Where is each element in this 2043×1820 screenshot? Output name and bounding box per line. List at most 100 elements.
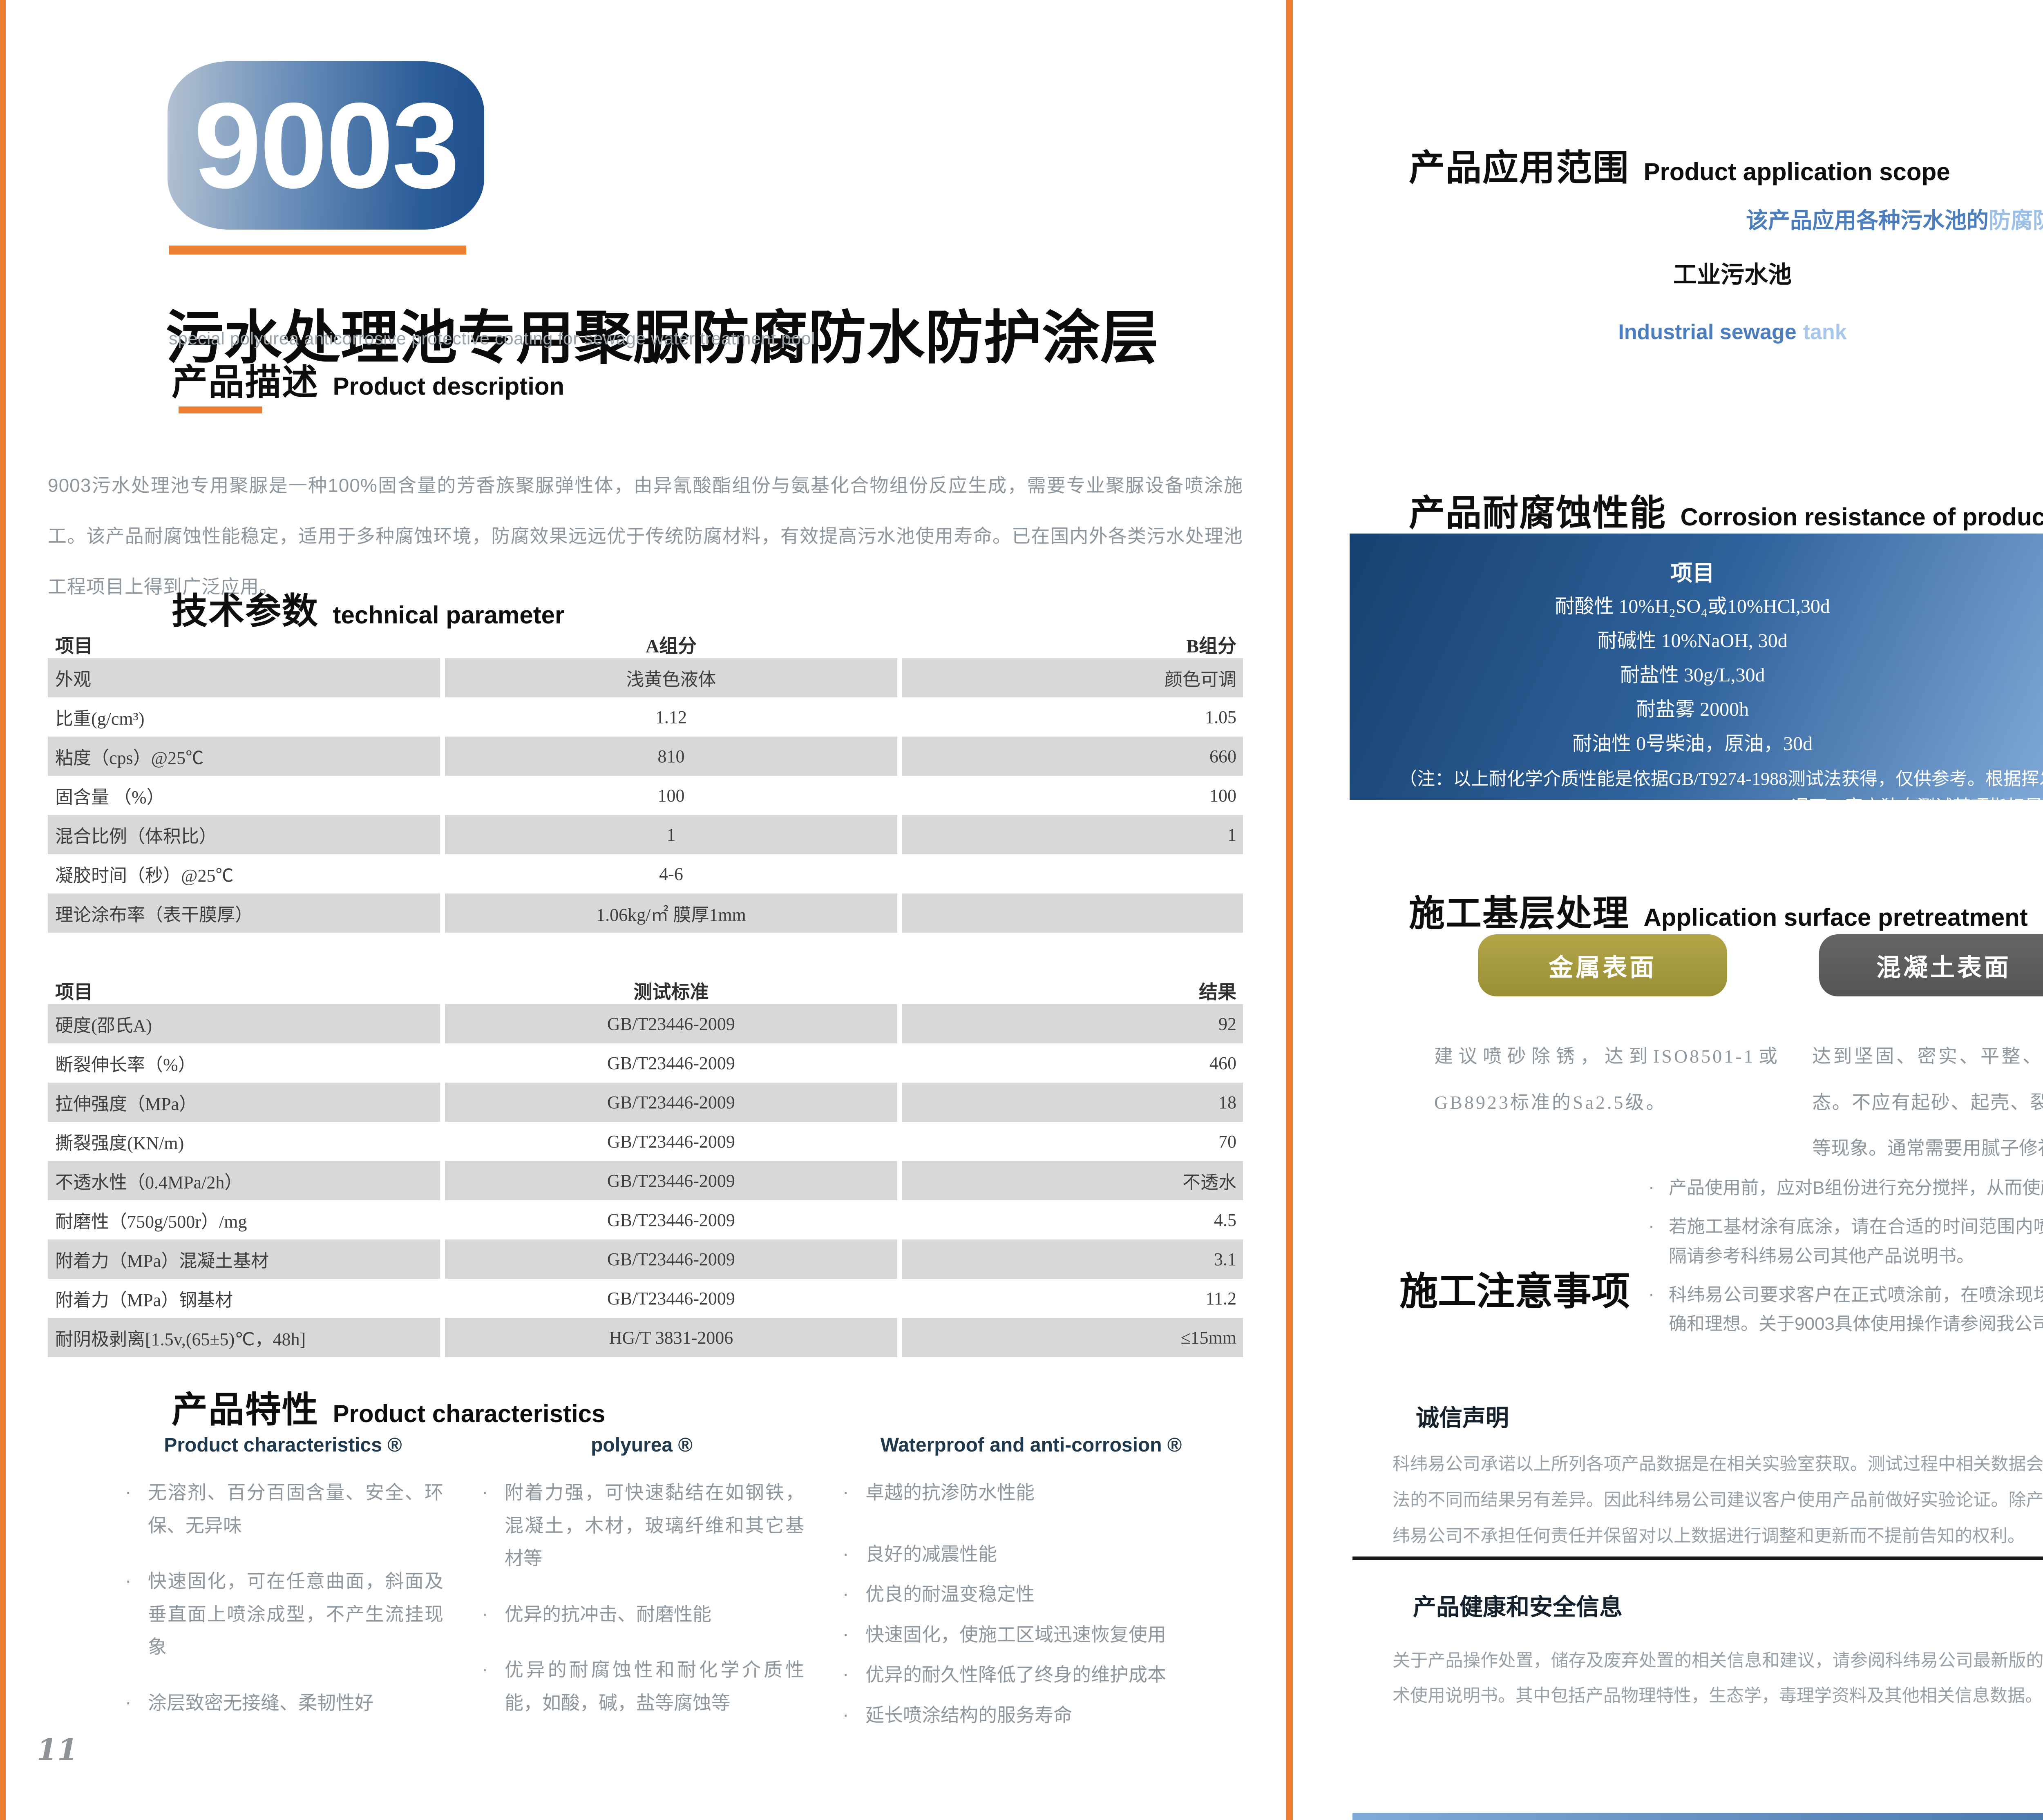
- bullet-dot-icon: ·: [843, 1703, 849, 1725]
- bullet-dot-icon: ·: [125, 1691, 132, 1713]
- feature-column-title: Waterproof and anti-corrosion ®: [880, 1434, 1182, 1456]
- heading-zh: 技术参数: [172, 591, 319, 631]
- table-header-row: 项目 A组分 B组分: [48, 631, 1243, 658]
- health-safety-title: 产品健康和安全信息: [1413, 1594, 1623, 1620]
- bullet-dot-icon: ·: [125, 1570, 132, 1591]
- test-name: 拉伸强度（MPa）: [48, 1083, 445, 1122]
- col-header: A组分: [445, 631, 902, 658]
- heading-en: Product characteristics: [333, 1400, 606, 1427]
- col-header: 测试标准: [445, 977, 902, 1004]
- surface-text-concrete: 达到坚固、密实、平整、干净、干燥状态。不应有起砂、起壳、裂缝、蜂窝麻面等现象。通…: [1812, 1046, 2043, 1159]
- integrity-body: 科纬易公司承诺以上所列各项产品数据是在相关实验室获取。测试过程中相关数据会因测试…: [1393, 1454, 2043, 1546]
- param-b: 1.05: [1205, 707, 1236, 727]
- section-heading-technical: 技术参数 technical parameter: [172, 582, 564, 634]
- test-standard: GB/T23446-2009: [445, 1083, 902, 1122]
- bullet-text: 快速固化，可在任意曲面，斜面及垂直面上喷涂成型，不产生流挂现象: [148, 1570, 443, 1657]
- test-standard: GB/T23446-2009: [445, 1161, 902, 1200]
- table-row: 耐磨性（750g/500r）/mg GB/T23446-2009 4.5: [48, 1200, 1243, 1239]
- param-name: 比重(g/cm³): [48, 697, 445, 737]
- heading-zh: 施工基层处理: [1409, 893, 1630, 933]
- bullet-dot-icon: ·: [843, 1481, 849, 1502]
- param-b: [902, 893, 1243, 933]
- table-row: 比重(g/cm³) 1.12 1.05: [48, 697, 1243, 737]
- param-a: 1.06kg/㎡ 膜厚1mm: [445, 893, 902, 933]
- table-row: 断裂伸长率（%） GB/T23446-2009 460: [48, 1043, 1243, 1083]
- application-tagline: 该产品应用各种污水池的防腐防水防护: [1293, 202, 2043, 234]
- test-result: 18: [902, 1083, 1243, 1122]
- section-heading-pretreatment: 施工基层处理 Application surface pretreatment: [1409, 884, 2028, 936]
- page-divider-strip: [1286, 0, 1293, 1820]
- feature-column-polyurea: polyurea ® · 附着力强，可快速黏结在如钢铁，混凝土，木材，玻璃纤维和其…: [479, 1434, 804, 1754]
- corrosion-item: 耐碱性 10%NaOH, 30d: [1597, 630, 1788, 652]
- corrosion-header-row: 项目 结果: [1350, 534, 2043, 587]
- col-header: 项目: [48, 977, 445, 1004]
- section-heading-application: 产品应用范围 Product application scope: [1409, 139, 1950, 191]
- feature-bullet: · 附着力强，可快速黏结在如钢铁，混凝土，木材，玻璃纤维和其它基材等: [479, 1476, 804, 1575]
- surface-text-metal: 建议喷砂除锈，达到ISO8501-1或GB8923标准的Sa2.5级。: [1434, 1046, 1779, 1113]
- param-a: 100: [445, 776, 902, 815]
- param-a: 1: [445, 815, 902, 854]
- bullet-text: 快速固化，使施工区域迅速恢复使用: [865, 1623, 1166, 1645]
- bullet-text: 优异的抗冲击、耐磨性能: [505, 1603, 711, 1625]
- test-name: 断裂伸长率（%）: [48, 1043, 445, 1083]
- bullet-text: 无溶剂、百分百固含量、安全、环保、无异味: [148, 1482, 443, 1536]
- description-body: 9003污水处理池专用聚脲是一种100%固含量的芳香族聚脲弹性体，由异氰酸酯组份…: [48, 475, 1243, 598]
- test-result: 11.2: [1205, 1288, 1236, 1309]
- feature-bullet: · 卓越的抗渗防水性能: [840, 1476, 1222, 1509]
- construction-notes-title: 施工注意事项: [1399, 1270, 1630, 1313]
- heading-zh: 产品描述: [172, 362, 319, 402]
- test-standard: GB/T23446-2009: [445, 1279, 902, 1318]
- col-header: 项目: [1670, 561, 1715, 585]
- table-row: 外观 浅黄色液体 颜色可调: [48, 658, 1243, 697]
- test-standard: HG/T 3831-2006: [445, 1318, 902, 1357]
- test-standard: GB/T23446-2009: [445, 1004, 902, 1043]
- param-b: 颜色可调: [902, 658, 1243, 697]
- test-standard: GB/T23446-2009: [445, 1122, 902, 1161]
- section-heading-description: 产品描述 Product description: [172, 353, 564, 405]
- test-name: 附着力（MPa）混凝土基材: [48, 1239, 445, 1279]
- test-name: 耐磨性（750g/500r）/mg: [48, 1200, 445, 1239]
- product-code: 9003: [194, 77, 460, 214]
- note-bullet: · 科纬易公司要求客户在正式喷涂前，在喷涂现场试喷涂一块区域，以确保产品混合比例、…: [1647, 1280, 2043, 1339]
- feature-columns: Product characteristics ® · 无溶剂、百分百固含量、安全…: [123, 1434, 1224, 1754]
- corrosion-row: 耐酸性 10%H₂SO₄或10%HCl,30d 无腐蚀，不起泡，不脱落: [1350, 587, 2043, 621]
- test-result: 460: [1209, 1053, 1236, 1073]
- test-result: 4.5: [1214, 1210, 1236, 1230]
- corrosion-item: 耐油性 0号柴油，原油，30d: [1572, 733, 1813, 755]
- tagline-dark: 该产品应用各种污水池的: [1746, 208, 1989, 233]
- corrosion-row: 耐油性 0号柴油，原油，30d 无腐蚀，不起泡，不脱落: [1350, 724, 2043, 759]
- test-name: 不透水性（0.4MPa/2h）: [48, 1161, 445, 1200]
- corrosion-result: 无腐蚀，不起泡，不脱落: [2035, 624, 2043, 653]
- page-title: 污水处理池专用聚脲防腐防水防护涂层: [165, 306, 1159, 371]
- test-result: ≤15mm: [902, 1318, 1243, 1357]
- feature-bullet: · 优异的耐久性降低了终身的维护成本: [840, 1658, 1222, 1691]
- test-name: 附着力（MPa）钢基材: [48, 1279, 445, 1318]
- table-row: 理论涂布率（表干膜厚） 1.06kg/㎡ 膜厚1mm: [48, 893, 1243, 933]
- table-row: 混合比例（体积比） 1 1: [48, 815, 1243, 854]
- bullet-dot-icon: ·: [843, 1623, 849, 1644]
- tank-label-industrial-en: Industrial sewage tank: [1528, 320, 1937, 344]
- feature-column-title: Product characteristics ®: [164, 1434, 402, 1456]
- bullet-dot-icon: ·: [1648, 1216, 1654, 1236]
- test-standard: GB/T23446-2009: [445, 1043, 902, 1083]
- tank-label-industrial: 工业污水池: [1673, 261, 1792, 288]
- bullet-dot-icon: ·: [843, 1663, 849, 1684]
- table-row: 附着力（MPa）钢基材 GB/T23446-2009 11.2: [48, 1279, 1243, 1318]
- param-b: 1: [902, 815, 1243, 854]
- corrosion-result: 无腐蚀，不起泡，不脱落: [2035, 659, 2043, 687]
- heading-zh: 产品特性: [172, 1389, 319, 1430]
- col-header: 项目: [48, 631, 445, 658]
- bullet-text: 若施工基材涂有底涂，请在合适的时间范围内喷涂聚脲。关于科纬易公司聚脲专用底涂料具…: [1669, 1217, 2043, 1266]
- bullet-text: 科纬易公司要求客户在正式喷涂前，在喷涂现场试喷涂一块区域，以确保产品混合比例、颜…: [1669, 1284, 2043, 1334]
- tagline-light: 防腐防水防护: [1989, 208, 2043, 233]
- param-a: 4-6: [445, 854, 902, 893]
- param-a: 1.12: [445, 697, 902, 737]
- test-standard: GB/T23446-2009: [445, 1239, 902, 1279]
- bottom-accent-bar: [1352, 1813, 2043, 1820]
- bullet-text: 附着力强，可快速黏结在如钢铁，混凝土，木材，玻璃纤维和其它基材等: [505, 1482, 804, 1569]
- param-name: 外观: [48, 658, 445, 697]
- feature-bullet: · 延长喷涂结构的服务寿命: [840, 1699, 1222, 1732]
- table-row: 硬度(邵氏A) GB/T23446-2009 92: [48, 1004, 1243, 1043]
- corrosion-result: 无腐蚀，不起泡，不脱落: [2035, 727, 2043, 756]
